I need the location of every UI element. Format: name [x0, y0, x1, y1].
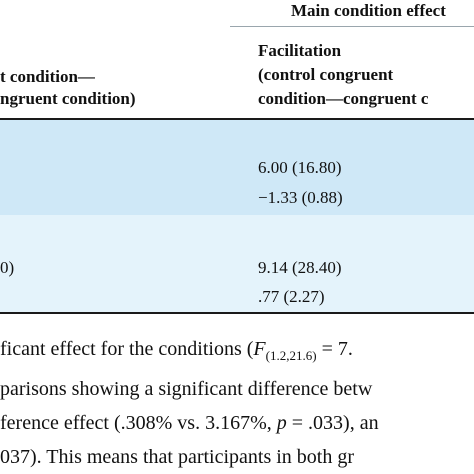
paragraph-p-symbol: p	[276, 412, 287, 434]
paragraph-line-3-prefix: ference effect (.308% vs. 3.167%,	[0, 412, 277, 434]
table-bottom-rule	[0, 312, 474, 314]
table-header	[0, 0, 474, 120]
paragraph-f-symbol: F	[253, 338, 266, 360]
paragraph-line-4: 037). This means that participants in bo…	[0, 446, 355, 468]
paragraph-line-1: ficant effect for the conditions (F(1.2,…	[0, 336, 353, 369]
table-row-group-1	[0, 120, 474, 215]
paragraph-line-3: ference effect (.308% vs. 3.167%, p = .0…	[0, 410, 379, 436]
group2-left-fragment: 0)	[0, 258, 15, 277]
left-column-header-line2: ngruent condition)	[0, 89, 136, 108]
left-column-header-line1: t condition—	[0, 67, 95, 86]
group-header: Main condition effect	[291, 1, 446, 20]
facilitation-header-line1: Facilitation	[258, 41, 342, 60]
group2-row2-value: .77 (2.27)	[258, 287, 325, 306]
group1-row2-value: −1.33 (0.88)	[258, 188, 343, 207]
paragraph-line-2: parisons showing a significant differenc…	[0, 378, 373, 400]
paragraph-f-subscript: (1.2,21.6)	[265, 348, 317, 363]
group1-row1-value: 6.00 (16.80)	[258, 158, 342, 177]
table-row-group-2	[0, 215, 474, 313]
paragraph-line-1-suffix: = 7.	[316, 338, 353, 360]
group2-row1-value: 9.14 (28.40)	[258, 258, 342, 277]
group-header-rule	[230, 26, 474, 27]
header-bottom-rule	[0, 118, 474, 120]
paragraph-line-1-prefix: ficant effect for the conditions (	[0, 338, 254, 360]
paragraph-line-3-suffix: = .033), an	[286, 412, 379, 434]
facilitation-header-line3: condition—congruent c	[258, 89, 429, 108]
facilitation-header-line2: (control congruent	[258, 65, 394, 84]
